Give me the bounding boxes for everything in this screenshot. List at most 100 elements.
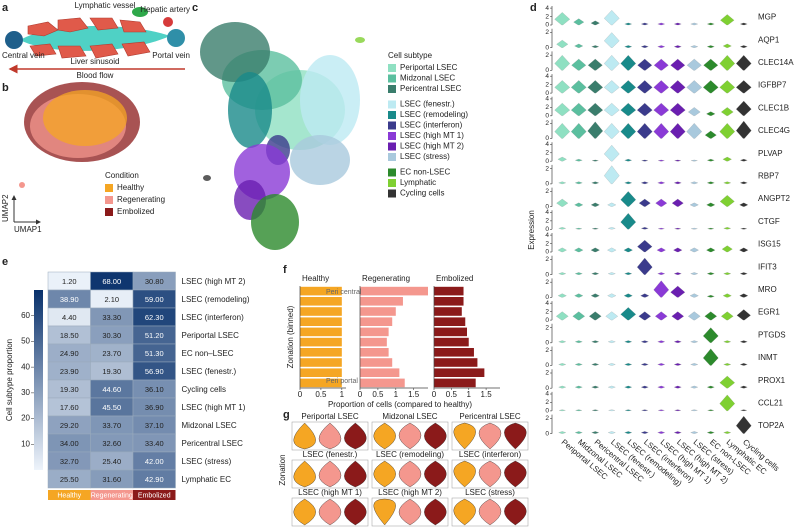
y-tick-label: 4 [545,391,549,398]
violin [707,409,714,411]
violin [573,18,585,26]
violin [691,227,698,230]
row-label: LSEC (fenestr.) [182,367,237,376]
cell-value: 33.70 [102,421,121,430]
x-tick-label: 1.5 [408,390,420,399]
violin [658,409,665,411]
violin [556,39,569,48]
y-tick-label: 2 [545,188,549,195]
schematic: a Lymphatic vessel Hepatic artery Centra… [2,1,190,80]
panel-label: a [2,2,9,14]
violin [574,431,583,434]
bar [434,317,466,326]
violin [554,80,570,94]
violin [604,123,620,139]
row-label: LSEC (interferon) [182,313,245,322]
cluster-cloud [355,37,365,43]
subplot-title: Midzonal LSEC [382,412,437,421]
subplot-title: LSEC (fenestr.) [303,450,358,459]
violin [739,385,748,389]
violin [590,247,600,253]
violin [604,102,620,116]
violin [293,498,316,526]
violin [574,340,583,343]
violin [624,22,633,26]
violin [723,272,732,275]
violin [587,121,603,139]
subplot-title: LSEC (interferon) [459,450,522,459]
violin [671,311,684,321]
violin [690,385,699,389]
bar [300,286,342,296]
y-tick-label: 2 [545,149,549,156]
gene-label: CLEC4G [758,126,790,135]
violin [587,102,603,116]
violin [638,198,651,207]
violin [575,409,582,411]
violin [574,158,583,162]
column-label: Embolized [138,492,171,499]
bar [300,327,342,337]
violin [686,80,702,94]
subplot-frame [371,459,449,489]
violin [574,272,583,275]
gene-label: PROX1 [758,376,786,385]
cell-value: 42.90 [145,475,164,484]
gene-label: CLEC14A [758,58,794,67]
violin [571,123,587,139]
subplot-title: LSEC (remodeling) [376,450,444,459]
violin [719,80,735,94]
violin [424,460,447,488]
violin [706,158,715,162]
violin [739,45,748,48]
gene-label: AQP1 [758,35,780,44]
violin [604,32,620,48]
violin [640,363,649,366]
y-tick-label: 0 [545,203,549,210]
row-label: LSEC (high MT 2) [182,277,246,286]
legend-title: Cell subtype [388,51,433,60]
colorbar-tick-label: 10 [21,439,30,448]
row-label: Pericentral LSEC [182,439,244,448]
y-tick-label: 2 [545,165,549,172]
subplot-frame [291,421,369,451]
x-tick-label: 0.5 [372,390,384,399]
violin [691,159,698,162]
violin [590,293,600,298]
cluster-cloud [200,22,270,82]
violin [653,280,669,298]
cell-value: 33.30 [102,313,121,322]
violin [706,431,715,434]
violin [720,14,735,26]
legend-swatch [388,189,396,198]
violin [736,55,752,71]
violin [690,181,699,184]
violin [704,311,717,321]
violin [604,145,620,162]
violin [624,431,633,434]
violin [674,409,681,411]
violin [739,247,749,253]
bar [360,327,389,337]
cluster-cloud [251,194,299,250]
violin [673,431,682,434]
violin [558,431,567,434]
panel-label: b [2,82,9,94]
violin [673,272,682,275]
violin [592,409,599,411]
violin [620,191,636,207]
violin [689,293,699,298]
violin [557,293,567,298]
colorbar-tick-label: 50 [21,337,30,346]
violin [398,498,422,526]
cell-value: 62.30 [145,313,164,322]
violin [673,247,683,253]
violin [674,159,681,162]
violin [637,257,653,275]
bar [434,358,478,367]
bar [360,337,387,347]
gene-label: TOP2A [758,421,785,430]
legend-swatch [388,111,396,119]
y-tick-label: 0 [545,249,549,256]
violin [722,43,732,48]
